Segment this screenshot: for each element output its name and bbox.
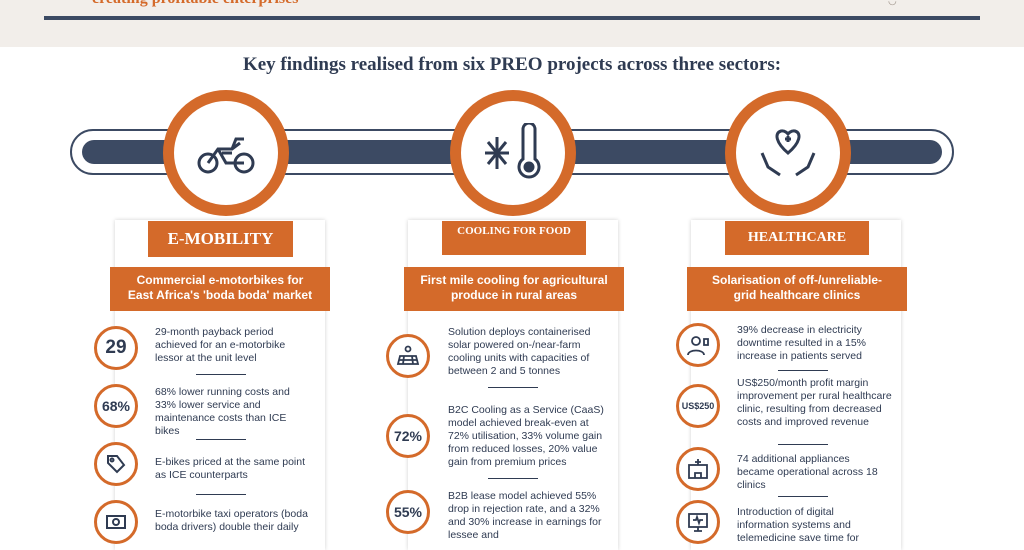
- finding-separator: [488, 478, 538, 479]
- finding-text: Solution deploys containerised solar pow…: [448, 326, 591, 377]
- finding-text: 29-month payback period achieved for an …: [155, 326, 286, 364]
- finding-badge: 68%: [94, 384, 138, 428]
- cooling-subtitle-line1: First mile cooling for agricultural: [420, 273, 608, 287]
- finding-separator: [778, 444, 828, 445]
- clinic-badge: [676, 447, 720, 491]
- finding-text: E-bikes priced at the same point as ICE …: [155, 456, 305, 481]
- hands-heart-icon: [760, 129, 816, 177]
- healthcare-subtitle-line2: grid healthcare clinics: [733, 288, 861, 302]
- finding-badge: 55%: [386, 490, 430, 534]
- cooling-tag: COOLING FOR FOOD: [442, 221, 586, 255]
- healthcare-subtitle-line1: Solarisation of off-/unreliable-: [711, 273, 882, 287]
- healthcare-tag: HEALTHCARE: [725, 221, 869, 255]
- page-heading: Key findings realised from six PREO proj…: [242, 54, 782, 75]
- emobility-subtitle-line2: East Africa's 'boda boda' market: [127, 288, 313, 302]
- money-badge: [94, 500, 138, 544]
- emobility-tag: E-MOBILITY: [148, 221, 293, 257]
- telemedicine-badge: [676, 500, 720, 544]
- finding-text: B2B lease model achieved 55% drop in rej…: [448, 490, 602, 541]
- clinic-icon: [688, 459, 708, 479]
- patient-icon: [687, 336, 709, 356]
- finding-badge: 72%: [386, 414, 430, 458]
- healthcare-subtitle: Solarisation of off-/unreliable- grid he…: [687, 267, 907, 311]
- finding-separator: [196, 439, 246, 440]
- cooling-circle: [450, 90, 576, 216]
- solar-panel-icon: [396, 345, 420, 365]
- finding-separator: [488, 387, 538, 388]
- finding-separator: [778, 496, 828, 497]
- corner-mark: ◡: [888, 0, 897, 7]
- emobility-subtitle: Commercial e-motorbikes for East Africa'…: [110, 267, 330, 311]
- finding-separator: [778, 370, 828, 371]
- cooling-subtitle: First mile cooling for agricultural prod…: [404, 267, 624, 311]
- finding-text: 68% lower running costs and 33% lower se…: [155, 386, 290, 437]
- top-band: creating profitable enterprises ◡: [0, 0, 1024, 47]
- money-icon: [106, 515, 126, 529]
- finding-text: US$250/month profit margin improvement p…: [737, 377, 892, 428]
- finding-badge: US$250: [676, 384, 720, 428]
- finding-text: Introduction of digital information syst…: [737, 506, 859, 544]
- solar-badge: [386, 334, 430, 378]
- finding-separator: [196, 494, 246, 495]
- cold-thermometer-icon: [485, 123, 541, 179]
- healthcare-circle: [725, 90, 851, 216]
- finding-text: E-motorbike taxi operators (boda boda dr…: [155, 508, 308, 533]
- emobility-subtitle-line1: Commercial e-motorbikes for: [136, 273, 304, 287]
- price-tag-icon: [107, 455, 126, 474]
- finding-text: B2C Cooling as a Service (CaaS) model ac…: [448, 404, 604, 468]
- finding-separator: [196, 374, 246, 375]
- cooling-subtitle-line2: produce in rural areas: [450, 288, 578, 302]
- finding-text: 39% decrease in electricity downtime res…: [737, 324, 866, 362]
- motorbike-circle: [163, 90, 289, 216]
- price-tag-badge: [94, 442, 138, 486]
- finding-badge: 29: [94, 326, 138, 370]
- partial-title: creating profitable enterprises: [92, 0, 298, 8]
- patient-badge: [676, 323, 720, 367]
- telemedicine-icon: [688, 513, 708, 532]
- motorbike-icon: [197, 137, 255, 174]
- top-divider: [44, 16, 980, 20]
- finding-text: 74 additional appliances became operatio…: [737, 453, 878, 491]
